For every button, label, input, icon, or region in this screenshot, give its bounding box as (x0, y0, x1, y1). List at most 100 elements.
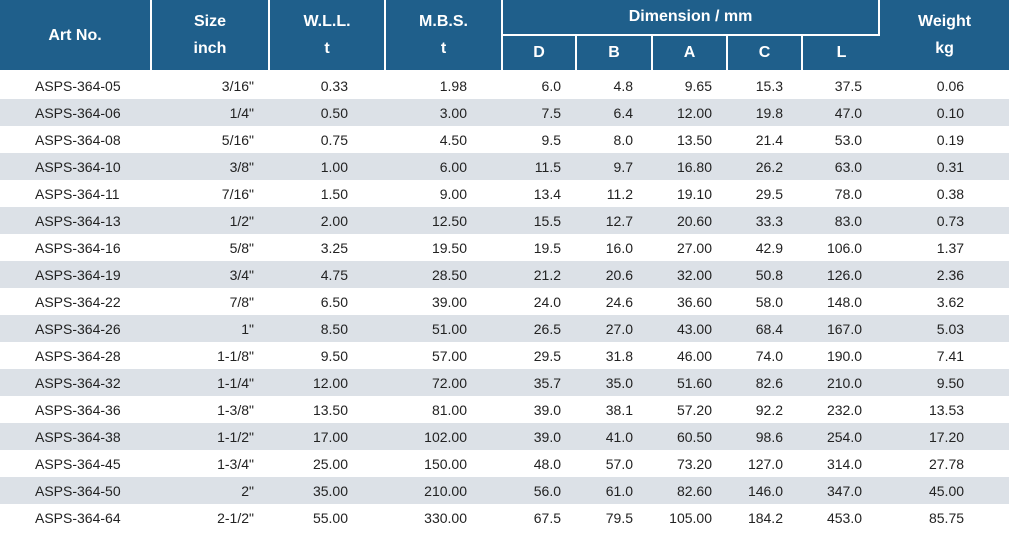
art-no-cell: ASPS-364-32 (0, 369, 152, 396)
dim-l-cell: 47.0 (803, 99, 881, 126)
dim-d-cell: 67.5 (503, 504, 577, 531)
wll-cell: 35.00 (270, 477, 386, 504)
mbs-cell: 51.00 (386, 315, 503, 342)
wll-cell: 8.50 (270, 315, 386, 342)
dim-c-cell: 184.2 (728, 504, 803, 531)
mbs-cell: 57.00 (386, 342, 503, 369)
dim-a-cell: 20.60 (653, 207, 728, 234)
size-cell: 5/8" (152, 234, 270, 261)
dim-b-cell: 79.5 (577, 504, 653, 531)
art-no-cell: ASPS-364-10 (0, 153, 152, 180)
dim-d-cell: 21.2 (503, 261, 577, 288)
mbs-cell: 102.00 (386, 423, 503, 450)
dim-b-cell: 27.0 (577, 315, 653, 342)
dim-b-cell: 31.8 (577, 342, 653, 369)
dim-d-cell: 11.5 (503, 153, 577, 180)
table-header: Art No. Size inch W.L.L. t M.B.S. t Dimensi… (0, 0, 1009, 72)
dim-c-cell: 74.0 (728, 342, 803, 369)
wll-cell: 17.00 (270, 423, 386, 450)
dim-b-cell: 12.7 (577, 207, 653, 234)
dim-l-cell: 254.0 (803, 423, 881, 450)
dim-a-cell: 46.00 (653, 342, 728, 369)
weight-cell: 13.53 (880, 396, 1009, 423)
dim-d-cell: 9.5 (503, 126, 577, 153)
dim-b-cell: 24.6 (577, 288, 653, 315)
table-row: ASPS-364-22 7/8" 6.50 39.00 24.0 24.6 36.60 58.… (0, 288, 1009, 315)
dim-d-cell: 56.0 (503, 477, 577, 504)
dim-l-cell: 148.0 (803, 288, 881, 315)
header-dim-d: D (503, 36, 577, 72)
dim-c-cell: 21.4 (728, 126, 803, 153)
table-row: ASPS-364-26 1" 8.50 51.00 26.5 27.0 43.00 68.4 1… (0, 315, 1009, 342)
dim-b-cell: 9.7 (577, 153, 653, 180)
wll-cell: 0.75 (270, 126, 386, 153)
art-no-cell: ASPS-364-13 (0, 207, 152, 234)
dim-d-cell: 48.0 (503, 450, 577, 477)
dim-c-cell: 92.2 (728, 396, 803, 423)
weight-cell: 0.73 (880, 207, 1009, 234)
size-cell: 1-3/4" (152, 450, 270, 477)
size-cell: 7/8" (152, 288, 270, 315)
dim-b-cell: 57.0 (577, 450, 653, 477)
dim-a-cell: 36.60 (653, 288, 728, 315)
mbs-cell: 330.00 (386, 504, 503, 531)
dim-a-cell: 51.60 (653, 369, 728, 396)
art-no-cell: ASPS-364-28 (0, 342, 152, 369)
dim-c-cell: 33.3 (728, 207, 803, 234)
dim-d-cell: 15.5 (503, 207, 577, 234)
dim-l-cell: 167.0 (803, 315, 881, 342)
dim-d-cell: 39.0 (503, 396, 577, 423)
header-wll: W.L.L. t (270, 0, 386, 72)
dim-a-cell: 43.00 (653, 315, 728, 342)
table-row: ASPS-364-38 1-1/2" 17.00 102.00 39.0 41.0 60.5… (0, 423, 1009, 450)
art-no-cell: ASPS-364-64 (0, 504, 152, 531)
table-row: ASPS-364-50 2" 35.00 210.00 56.0 61.0 82.60 146… (0, 477, 1009, 504)
wll-cell: 6.50 (270, 288, 386, 315)
mbs-cell: 72.00 (386, 369, 503, 396)
dim-c-cell: 26.2 (728, 153, 803, 180)
mbs-cell: 3.00 (386, 99, 503, 126)
header-dim-c: C (728, 36, 803, 72)
mbs-cell: 9.00 (386, 180, 503, 207)
dim-c-cell: 98.6 (728, 423, 803, 450)
size-cell: 1/2" (152, 207, 270, 234)
dim-d-cell: 6.0 (503, 72, 577, 99)
dim-d-cell: 19.5 (503, 234, 577, 261)
header-dim-l: L (803, 36, 881, 72)
dim-c-cell: 19.8 (728, 99, 803, 126)
dim-a-cell: 82.60 (653, 477, 728, 504)
dim-a-cell: 105.00 (653, 504, 728, 531)
dim-b-cell: 61.0 (577, 477, 653, 504)
header-mbs: M.B.S. t (386, 0, 503, 72)
dim-l-cell: 63.0 (803, 153, 881, 180)
wll-cell: 3.25 (270, 234, 386, 261)
weight-cell: 3.62 (880, 288, 1009, 315)
header-art-no: Art No. (0, 0, 152, 72)
size-cell: 7/16" (152, 180, 270, 207)
dim-d-cell: 29.5 (503, 342, 577, 369)
dim-c-cell: 58.0 (728, 288, 803, 315)
art-no-cell: ASPS-364-36 (0, 396, 152, 423)
size-cell: 3/16" (152, 72, 270, 99)
wll-cell: 0.50 (270, 99, 386, 126)
dim-a-cell: 12.00 (653, 99, 728, 126)
size-cell: 1" (152, 315, 270, 342)
weight-cell: 17.20 (880, 423, 1009, 450)
table-row: ASPS-364-45 1-3/4" 25.00 150.00 48.0 57.0 73.2… (0, 450, 1009, 477)
mbs-cell: 19.50 (386, 234, 503, 261)
header-dim-a: A (653, 36, 728, 72)
weight-cell: 0.31 (880, 153, 1009, 180)
weight-cell: 0.38 (880, 180, 1009, 207)
art-no-cell: ASPS-364-38 (0, 423, 152, 450)
table-row: ASPS-364-11 7/16" 1.50 9.00 13.4 11.2 19.10 29.… (0, 180, 1009, 207)
table-row: ASPS-364-36 1-3/8" 13.50 81.00 39.0 38.1 57.20… (0, 396, 1009, 423)
weight-cell: 45.00 (880, 477, 1009, 504)
header-dim-b: B (577, 36, 653, 72)
size-cell: 2" (152, 477, 270, 504)
weight-cell: 85.75 (880, 504, 1009, 531)
header-size: Size inch (152, 0, 270, 72)
dim-l-cell: 314.0 (803, 450, 881, 477)
dim-c-cell: 42.9 (728, 234, 803, 261)
dim-d-cell: 35.7 (503, 369, 577, 396)
